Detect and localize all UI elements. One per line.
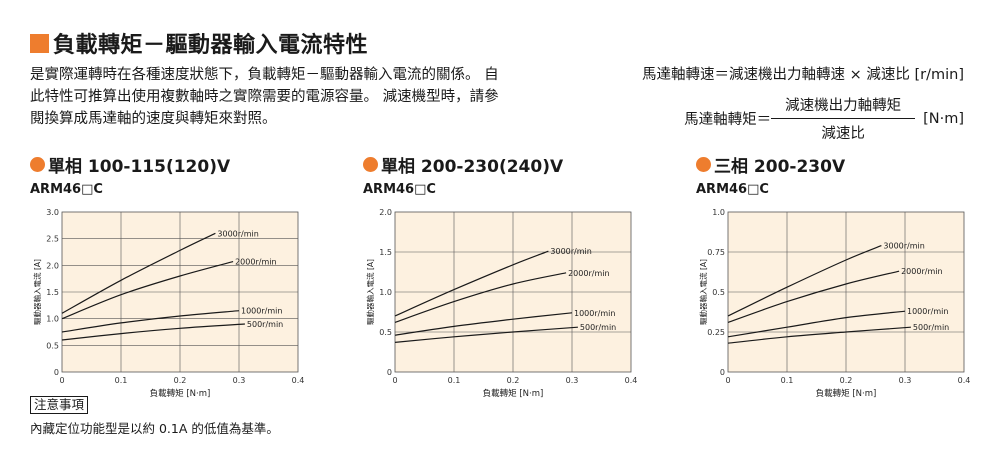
x-tick-label: 0.1 xyxy=(115,376,128,385)
x-axis-label: 負載轉矩 [N·m] xyxy=(483,388,544,399)
series-line xyxy=(727,245,882,317)
conversion-formula: 馬達軸轉速＝減速機出力軸轉速 × 減速比 [r/min] 馬達軸轉矩＝ 減速機出… xyxy=(642,64,964,143)
y-tick-label: 3.0 xyxy=(46,208,59,217)
series-label: 3000r/min xyxy=(883,242,924,251)
series-line xyxy=(394,312,573,336)
x-tick-label: 0 xyxy=(392,376,397,385)
x-tick-label: 0.4 xyxy=(292,376,305,385)
series-label: 2000r/min xyxy=(235,258,276,267)
series-label: 3000r/min xyxy=(550,247,591,256)
note-section: 注意事項 內藏定位功能型是以約 0.1A 的低值為基準。 xyxy=(30,396,279,437)
x-tick-label: 0.1 xyxy=(448,376,461,385)
y-tick-label: 2.5 xyxy=(46,235,59,244)
chart-model-1: ARM46□C xyxy=(30,182,103,197)
bullet-dot-icon xyxy=(363,157,378,172)
series-line xyxy=(61,232,216,314)
torque-formula: 馬達軸轉矩＝ 減速機出力軸轉矩 減速比 [N·m] xyxy=(642,94,964,143)
speed-formula: 馬達軸轉速＝減速機出力軸轉速 × 減速比 [r/min] xyxy=(642,67,964,83)
series-line xyxy=(61,310,240,333)
torque-numerator: 減速機出力軸轉矩 xyxy=(771,94,916,119)
x-tick-label: 0.1 xyxy=(781,376,794,385)
y-axis-label: 驅動器輸入電流 [A] xyxy=(365,259,375,325)
y-axis-label: 驅動器輸入電流 [A] xyxy=(698,259,708,325)
chart-panel-2: 單相 200-230(240)V ARM46□C 0 0.1 0.2 0.3 0.4 0 0… xyxy=(363,152,663,402)
chart-model-2: ARM46□C xyxy=(363,182,436,197)
chart-3: 0 0.1 0.2 0.3 0.4 0 0.25 0.5 0.75 1.0 負載轉矩 [N·m] 驅動… xyxy=(698,208,971,399)
page-title-text: 負載轉矩－驅動器輸入電流特性 xyxy=(53,33,369,58)
y-tick-label: 2.0 xyxy=(46,261,59,270)
x-axis-label: 負載轉矩 [N·m] xyxy=(150,388,211,399)
series-line xyxy=(727,270,900,323)
chart-model-3: ARM46□C xyxy=(696,182,769,197)
bullet-dot-icon xyxy=(696,157,711,172)
series-line xyxy=(394,272,567,323)
intro-paragraph: 是實際運轉時在各種速度狀態下，負載轉矩－驅動器輸入電流的關係。 自此特性可推算出… xyxy=(30,67,499,127)
torque-formula-label: 馬達軸轉矩＝ xyxy=(684,112,772,128)
series-label: 3000r/min xyxy=(217,229,258,238)
chart-title-1-text: 單相 100-115(120)V xyxy=(48,157,231,177)
y-tick-label: 0.25 xyxy=(707,328,725,337)
y-tick-label: 0 xyxy=(387,368,392,377)
note-text: 內藏定位功能型是以約 0.1A 的低值為基準。 xyxy=(30,421,279,436)
torque-fraction: 減速機出力軸轉矩 減速比 xyxy=(771,94,916,143)
chart-1: 0 0.1 0.2 0.3 0.4 0 0.5 1.0 1.5 2.0 2.5 3.0 負載轉矩 [N·… xyxy=(32,208,305,399)
note-label: 注意事項 xyxy=(30,396,89,414)
page-title: 負載轉矩－驅動器輸入電流特性 xyxy=(30,30,369,58)
chart-title-2-text: 單相 200-230(240)V xyxy=(381,157,564,177)
x-tick-label: 0.3 xyxy=(566,376,579,385)
series-line xyxy=(394,250,549,317)
y-tick-label: 2.0 xyxy=(379,208,392,217)
series-line xyxy=(727,310,906,338)
chart-title-2: 單相 200-230(240)V xyxy=(363,152,563,177)
x-tick-label: 0.3 xyxy=(899,376,912,385)
series-label: 1000r/min xyxy=(907,307,948,316)
torque-unit: [N·m] xyxy=(923,110,964,127)
series-line xyxy=(727,326,911,344)
y-tick-label: 1.5 xyxy=(46,288,59,297)
x-tick-label: 0.2 xyxy=(840,376,853,385)
series-label: 500r/min xyxy=(580,323,616,332)
x-axis-label: 負載轉矩 [N·m] xyxy=(816,388,877,399)
series-label: 500r/min xyxy=(913,323,949,332)
y-tick-label: 1.0 xyxy=(46,315,59,324)
y-tick-label: 0.5 xyxy=(712,288,725,297)
y-axis-label: 驅動器輸入電流 [A] xyxy=(32,259,42,325)
series-label: 500r/min xyxy=(247,320,283,329)
y-tick-label: 0 xyxy=(54,368,59,377)
series-label: 1000r/min xyxy=(241,307,282,316)
y-tick-label: 1.5 xyxy=(379,248,392,257)
chart-title-3: 三相 200-230V xyxy=(696,152,845,177)
y-tick-label: 1.0 xyxy=(712,208,725,217)
y-tick-label: 1.0 xyxy=(379,288,392,297)
series-label: 2000r/min xyxy=(568,269,609,278)
x-tick-label: 0 xyxy=(725,376,730,385)
x-tick-label: 0.3 xyxy=(233,376,246,385)
series-line xyxy=(61,323,245,341)
x-tick-label: 0.2 xyxy=(174,376,187,385)
y-tick-label: 0.5 xyxy=(46,341,59,350)
y-tick-label: 0.75 xyxy=(707,248,725,257)
chart-2: 0 0.1 0.2 0.3 0.4 0 0.5 1.0 1.5 2.0 負載轉矩 [N·m] 驅動器輸… xyxy=(365,208,638,399)
x-tick-label: 0.4 xyxy=(958,376,971,385)
chart-panel-3: 三相 200-230V ARM46□C 0 0.1 0.2 0.3 0.4 0 0.25 0.… xyxy=(696,152,996,402)
series-line xyxy=(394,326,578,343)
y-tick-label: 0.5 xyxy=(379,328,392,337)
x-tick-label: 0.2 xyxy=(507,376,520,385)
title-square-icon xyxy=(30,33,49,53)
y-tick-label: 0 xyxy=(720,368,725,377)
chart-title-1: 單相 100-115(120)V xyxy=(30,152,230,177)
bullet-dot-icon xyxy=(30,157,45,172)
series-line xyxy=(61,261,234,320)
x-tick-label: 0.4 xyxy=(625,376,638,385)
series-label: 1000r/min xyxy=(574,309,615,318)
torque-denominator: 減速比 xyxy=(821,126,865,142)
chart-panel-1: 單相 100-115(120)V ARM46□C 0 0.1 0.2 0.3 0.4 0 0… xyxy=(30,152,330,402)
chart-title-3-text: 三相 200-230V xyxy=(714,157,846,177)
x-tick-label: 0 xyxy=(59,376,64,385)
series-label: 2000r/min xyxy=(901,267,942,276)
